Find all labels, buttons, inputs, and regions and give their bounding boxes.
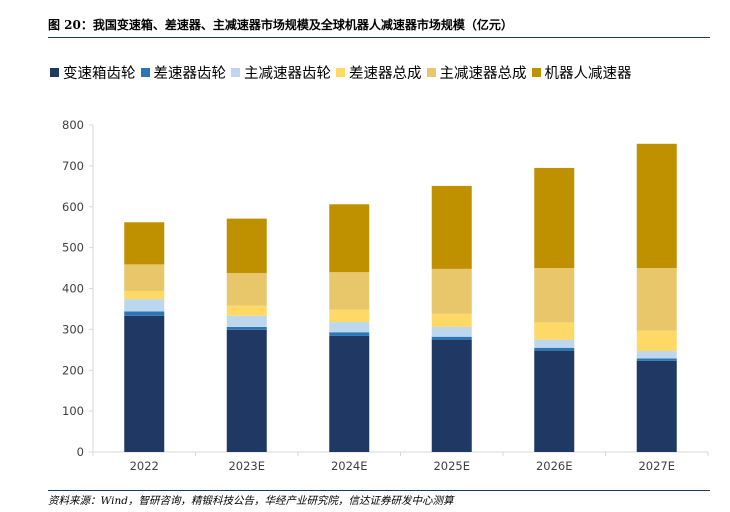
bar-segment xyxy=(226,305,267,316)
legend-swatch xyxy=(50,68,59,77)
bar-segment xyxy=(636,330,677,352)
bar-segment xyxy=(534,347,575,351)
bar-segment xyxy=(329,309,370,323)
x-tick-label: 2022 xyxy=(130,459,159,473)
title-divider xyxy=(48,37,710,38)
legend-item: 主减速器齿轮 xyxy=(231,62,331,83)
bar-segment xyxy=(124,264,165,291)
legend-item: 机器人减速器 xyxy=(531,62,632,83)
bar-segment xyxy=(636,360,677,452)
legend-label: 主减速器总成 xyxy=(439,66,527,82)
bar-segment xyxy=(226,326,267,330)
bar-segment xyxy=(124,299,165,312)
bar-segment xyxy=(329,272,370,310)
legend-item: 差速器齿轮 xyxy=(140,62,227,83)
bar-segment xyxy=(534,322,575,340)
x-tick-label: 2026E xyxy=(536,459,573,473)
y-tick-label: 100 xyxy=(62,404,84,418)
bar-segment xyxy=(226,315,267,327)
bar-segment xyxy=(226,272,267,306)
x-tick-label: 2027E xyxy=(638,459,675,473)
bar-segment xyxy=(534,350,575,452)
legend-label: 差速器总成 xyxy=(349,66,422,82)
legend-item: 变速箱齿轮 xyxy=(50,62,136,83)
bar-segment xyxy=(431,313,472,327)
legend-swatch xyxy=(336,68,345,77)
y-tick-label: 0 xyxy=(77,445,84,459)
x-tick-label: 2025E xyxy=(433,459,470,473)
chart-legend: 变速箱齿轮 差速器齿轮 主减速器齿轮 差速器总成 主减速器总成 机器人减速器 xyxy=(50,62,710,84)
y-tick-label: 300 xyxy=(62,322,84,336)
bar-segment xyxy=(226,329,267,452)
x-tick-label: 2023E xyxy=(228,459,265,473)
bar-segment xyxy=(534,167,575,269)
legend-item: 差速器总成 xyxy=(336,62,422,83)
legend-swatch xyxy=(231,68,240,77)
bar-segment xyxy=(636,358,677,361)
x-tick-label: 2024E xyxy=(331,459,368,473)
source-note: 资料来源：Wind，智研咨询，精锻科技公告，华经产业研究院，信达证券研发中心测算 xyxy=(48,495,454,507)
legend-item: 主减速器总成 xyxy=(426,62,527,83)
bar-segment xyxy=(226,218,267,273)
legend-swatch xyxy=(426,68,436,77)
bar-segment xyxy=(534,268,575,323)
source-divider xyxy=(48,490,710,491)
bar-segment xyxy=(124,222,165,265)
bar-segment xyxy=(431,268,472,314)
bar-segment xyxy=(124,315,165,452)
bar-segment xyxy=(329,335,370,452)
legend-swatch xyxy=(140,68,150,77)
y-tick-label: 400 xyxy=(62,282,84,296)
bar-segment xyxy=(329,322,370,333)
bar-segment xyxy=(431,185,472,269)
y-tick-label: 200 xyxy=(62,363,84,377)
bar-segment xyxy=(636,351,677,359)
bar-segment xyxy=(329,204,370,273)
bar-segment xyxy=(431,326,472,337)
legend-label: 机器人减速器 xyxy=(544,66,632,82)
legend-label: 主减速器齿轮 xyxy=(244,66,331,82)
y-tick-label: 700 xyxy=(62,159,84,173)
y-tick-label: 800 xyxy=(62,118,84,132)
legend-label: 变速箱齿轮 xyxy=(63,66,136,82)
bar-segment xyxy=(636,268,677,331)
bar-segment xyxy=(124,311,165,316)
bar-segment xyxy=(534,339,575,348)
bar-segment xyxy=(636,143,677,269)
legend-label: 差速器齿轮 xyxy=(153,66,227,82)
bar-segment xyxy=(431,340,472,452)
bar-segment xyxy=(431,336,472,341)
legend-swatch xyxy=(531,68,541,77)
chart-title: 图 20：我国变速箱、差速器、主减速器市场规模及全球机器人减速器市场规模（亿元） xyxy=(48,18,513,32)
y-tick-label: 500 xyxy=(62,241,84,255)
bar-segment xyxy=(329,332,370,336)
bar-segment xyxy=(124,290,165,300)
y-tick-label: 600 xyxy=(62,200,84,214)
